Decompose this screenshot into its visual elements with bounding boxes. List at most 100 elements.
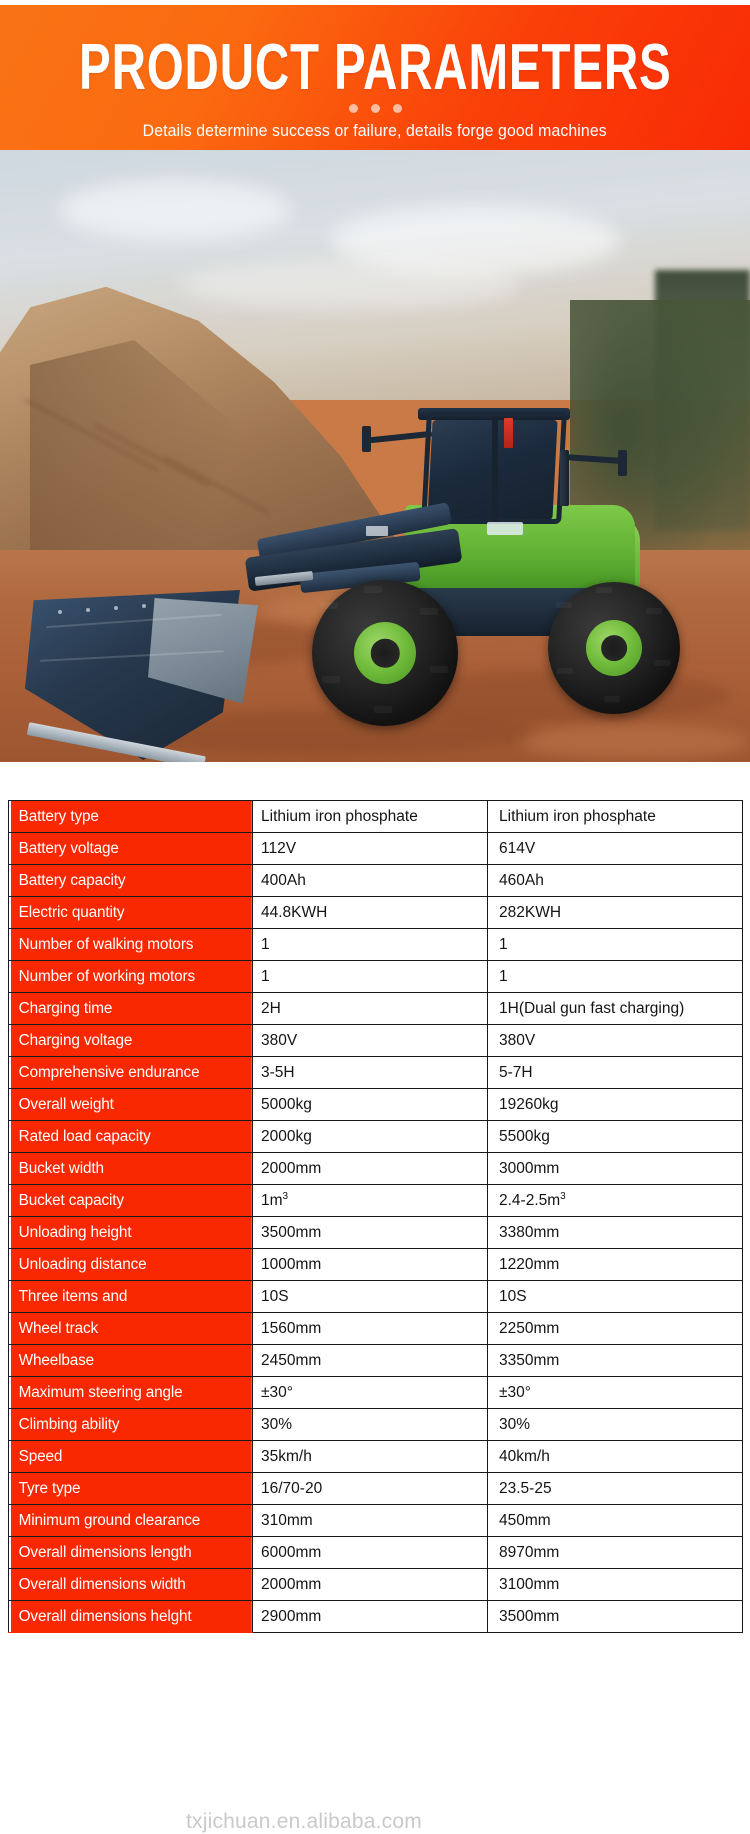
row-value-col2: 1220mm bbox=[487, 1248, 743, 1281]
table-row: Overall dimensions helght 2900mm 3500mm bbox=[9, 1600, 743, 1633]
row-label: Minimum ground clearance bbox=[9, 1504, 252, 1537]
right-mirror bbox=[618, 450, 627, 476]
row-value-col1-text: 1m bbox=[261, 1191, 283, 1209]
row-value-col1: 2000mm bbox=[252, 1152, 488, 1185]
table-row: Rated load capacity 2000kg 5500kg bbox=[9, 1120, 743, 1153]
row-value-col2: 5500kg bbox=[487, 1120, 743, 1153]
table-row: Number of working motors 1 1 bbox=[9, 960, 743, 993]
body-logo-tag bbox=[366, 526, 388, 536]
row-value-col1: 10S bbox=[252, 1280, 488, 1313]
row-value-col2: 2.4-2.5m3 bbox=[487, 1184, 743, 1217]
spec-table-body: Battery type Lithium iron phosphate Lithiu… bbox=[9, 800, 743, 1633]
dot-1 bbox=[348, 104, 358, 113]
row-label: Overall dimensions length bbox=[9, 1536, 252, 1569]
table-row: Bucket capacity 1m3 2.4-2.5m3 bbox=[9, 1184, 743, 1217]
rear-wheel-hub bbox=[586, 620, 642, 676]
table-row: Comprehensive endurance 3-5H 5-7H bbox=[9, 1056, 743, 1089]
cab-pillar-center bbox=[492, 416, 498, 522]
table-row: Bucket width 2000mm 3000mm bbox=[9, 1152, 743, 1185]
front-wheel-hub bbox=[354, 622, 416, 684]
row-label: Rated load capacity bbox=[9, 1120, 252, 1153]
row-value-col1: 2H bbox=[252, 992, 488, 1025]
row-value-col2: 8970mm bbox=[487, 1536, 743, 1569]
front-tread-6 bbox=[322, 676, 340, 683]
model-badge bbox=[487, 522, 523, 535]
row-value-col2: 614V bbox=[487, 832, 743, 865]
site-watermark: txjichuan.en.alibaba.com bbox=[186, 1810, 422, 1833]
cloud-3 bbox=[180, 260, 520, 310]
rear-tread-1 bbox=[556, 602, 572, 608]
cloud-1 bbox=[60, 180, 290, 240]
table-row: Overall weight 5000kg 19260kg bbox=[9, 1088, 743, 1121]
product-parameters-table: Battery type Lithium iron phosphate Lithiu… bbox=[8, 800, 743, 1633]
row-value-col2: 3350mm bbox=[487, 1344, 743, 1377]
row-value-col1: 44.8KWH bbox=[252, 896, 488, 929]
page-header-banner: PRODUCT PARAMETERS Details determine suc… bbox=[0, 5, 750, 150]
cab-roof bbox=[418, 408, 570, 420]
row-label: Unloading distance bbox=[9, 1248, 252, 1281]
front-tread-2 bbox=[364, 586, 382, 593]
row-label: Unloading height bbox=[9, 1216, 252, 1249]
row-value-col1: 2000kg bbox=[252, 1120, 488, 1153]
decorative-dots bbox=[348, 104, 402, 113]
row-value-col1: 1 bbox=[252, 960, 488, 993]
cab-flag bbox=[504, 418, 513, 448]
right-mirror-arm bbox=[559, 453, 627, 465]
row-value-col1-superscript: 3 bbox=[282, 1190, 289, 1202]
row-value-col2: 10S bbox=[487, 1280, 743, 1313]
table-row: Charging voltage 380V 380V bbox=[9, 1024, 743, 1057]
row-value-col2-text: 2.4-2.5m bbox=[499, 1191, 561, 1209]
table-row: Unloading height 3500mm 3380mm bbox=[9, 1216, 743, 1249]
bucket-rivet-3 bbox=[114, 606, 118, 610]
dot-3 bbox=[392, 104, 402, 113]
row-value-col2: 3380mm bbox=[487, 1216, 743, 1249]
row-value-col1: Lithium iron phosphate bbox=[252, 800, 488, 833]
row-value-col1: 310mm bbox=[252, 1504, 488, 1537]
row-label: Wheel track bbox=[9, 1312, 252, 1345]
row-value-col1: 2450mm bbox=[252, 1344, 488, 1377]
row-label: Battery capacity bbox=[9, 864, 252, 897]
table-row: Electric quantity 44.8KWH 282KWH bbox=[9, 896, 743, 929]
row-label: Maximum steering angle bbox=[9, 1376, 252, 1409]
left-mirror-arm bbox=[369, 430, 433, 444]
table-row: Wheelbase 2450mm 3350mm bbox=[9, 1344, 743, 1377]
row-value-col2: 1 bbox=[487, 960, 743, 993]
row-value-col1: 30% bbox=[252, 1408, 488, 1441]
product-hero-image bbox=[0, 150, 750, 762]
row-value-col1: 3-5H bbox=[252, 1056, 488, 1089]
row-value-col1: 1560mm bbox=[252, 1312, 488, 1345]
row-value-col2: 1 bbox=[487, 928, 743, 961]
row-value-col1: 16/70-20 bbox=[252, 1472, 488, 1505]
row-value-col2: 380V bbox=[487, 1024, 743, 1057]
row-label: Comprehensive endurance bbox=[9, 1056, 252, 1089]
row-label: Number of walking motors bbox=[9, 928, 252, 961]
table-row: Battery voltage 112V 614V bbox=[9, 832, 743, 865]
table-row: Charging time 2H 1H(Dual gun fast charging… bbox=[9, 992, 743, 1025]
row-value-col2: 3500mm bbox=[487, 1600, 743, 1633]
row-label: Climbing ability bbox=[9, 1408, 252, 1441]
left-mirror bbox=[362, 426, 371, 452]
row-label: Overall weight bbox=[9, 1088, 252, 1121]
row-value-col1: 5000kg bbox=[252, 1088, 488, 1121]
row-label: Battery voltage bbox=[9, 832, 252, 865]
page-title: PRODUCT PARAMETERS bbox=[78, 30, 672, 104]
row-label: Charging time bbox=[9, 992, 252, 1025]
row-value-col1: 112V bbox=[252, 832, 488, 865]
row-value-col1: 3500mm bbox=[252, 1216, 488, 1249]
table-row: Overall dimensions length 6000mm 8970mm bbox=[9, 1536, 743, 1569]
row-value-col2: 460Ah bbox=[487, 864, 743, 897]
row-value-col2: 40km/h bbox=[487, 1440, 743, 1473]
row-label: Charging voltage bbox=[9, 1024, 252, 1057]
bucket-rivet-2 bbox=[86, 608, 90, 612]
rear-tread-4 bbox=[654, 660, 670, 666]
row-value-col2: 19260kg bbox=[487, 1088, 743, 1121]
page-subtitle: Details determine success or failure, de… bbox=[142, 122, 608, 140]
rear-tread-2 bbox=[596, 587, 612, 593]
table-row: Climbing ability 30% 30% bbox=[9, 1408, 743, 1441]
front-wheel bbox=[312, 580, 458, 726]
row-value-col2: 1H(Dual gun fast charging) bbox=[487, 992, 743, 1025]
row-value-col1: ±30° bbox=[252, 1376, 488, 1409]
wheel-loader-machine bbox=[0, 150, 750, 762]
row-value-col1: 1 bbox=[252, 928, 488, 961]
bucket-rivet-4 bbox=[142, 604, 146, 608]
